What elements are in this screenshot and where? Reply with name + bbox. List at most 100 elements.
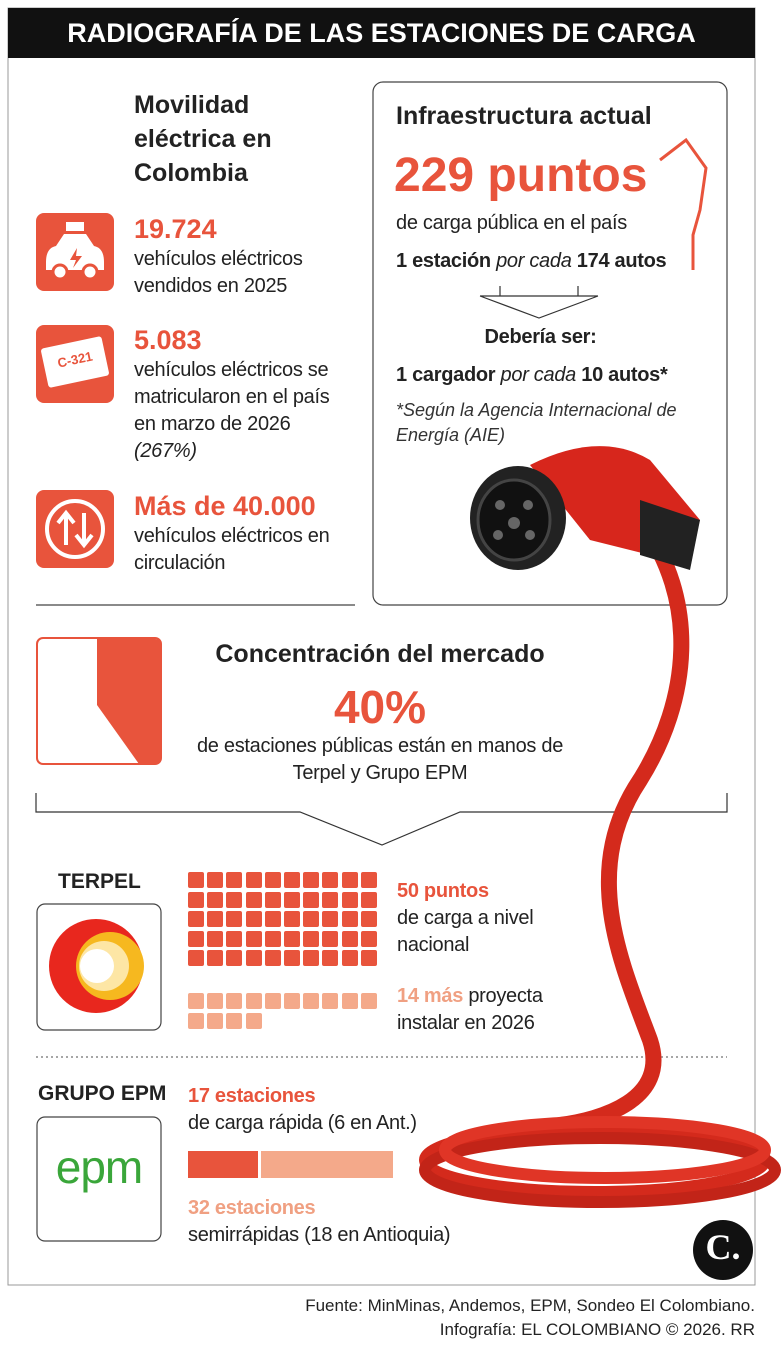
square — [188, 891, 204, 908]
ratio-a: 1 cargador — [396, 364, 496, 386]
infra-box — [372, 81, 728, 606]
square — [188, 993, 204, 1009]
unit: puntos — [423, 880, 489, 902]
square — [207, 891, 224, 908]
stat: Más de 40.000 vehículos eléctricos en ci… — [134, 489, 349, 577]
square — [264, 930, 281, 947]
market-text: de estaciones públicas están en manos de… — [196, 735, 564, 784]
bracket — [35, 793, 728, 846]
square — [245, 930, 262, 947]
footnote: *Según la Agencia Internacional de Energ… — [396, 400, 677, 445]
square — [322, 911, 339, 927]
square — [226, 891, 243, 908]
stat-value: Más de 40.000 — [134, 491, 316, 521]
ratio-a: 1 estación — [396, 250, 491, 272]
square — [264, 891, 281, 908]
square — [284, 891, 300, 908]
square — [303, 911, 320, 927]
ratio-b: por cada — [496, 250, 572, 272]
square — [264, 872, 281, 888]
brand: C. — [705, 1227, 741, 1267]
count: 32 — [188, 1197, 210, 1219]
square — [322, 891, 339, 908]
infra-value: 229 puntos — [394, 149, 648, 202]
square — [245, 1012, 262, 1029]
terpel-current: 50 puntos de carga a nivel nacional — [397, 878, 577, 959]
terpel-planned: 14 más proyecta instalar en 2026 — [397, 983, 577, 1037]
square — [341, 872, 358, 888]
should: Debería ser: — [484, 326, 597, 348]
heading: Movilidad eléctrica en Colombia — [134, 91, 272, 187]
epm-logo: epm — [55, 1141, 143, 1193]
square — [303, 930, 320, 947]
car — [46, 216, 104, 270]
square — [245, 872, 262, 888]
square — [303, 872, 320, 888]
square — [303, 891, 320, 908]
square — [188, 950, 204, 966]
text: semirrápidas (18 en Antioquia) — [188, 1224, 451, 1246]
source: Fuente: MinMinas, Andemos, EPM, Sondeo E… — [305, 1296, 755, 1315]
charger-illustration — [419, 137, 781, 1208]
ratio-c: 10 autos* — [581, 364, 668, 386]
square — [360, 911, 377, 927]
bar — [261, 1151, 393, 1178]
square — [226, 993, 243, 1009]
square — [284, 872, 300, 888]
square — [322, 930, 339, 947]
square — [264, 911, 281, 927]
square — [245, 993, 262, 1009]
bar — [188, 1151, 259, 1178]
square — [188, 930, 204, 947]
unit: estaciones — [214, 1085, 316, 1107]
square-grid — [188, 993, 380, 1029]
count: 14 — [397, 985, 419, 1007]
square — [303, 950, 320, 966]
square — [284, 993, 300, 1009]
square — [360, 993, 377, 1009]
stat-value: 5.083 — [134, 325, 202, 355]
count: 17 — [188, 1085, 210, 1107]
brand-logo — [693, 1220, 753, 1280]
heading: Concentración del mercado — [215, 640, 545, 668]
stat-text: vehículos eléctricos se matricularon en … — [134, 359, 330, 435]
title: RADIOGRAFÍA DE LAS ESTACIONES DE CARGA — [67, 18, 696, 48]
square — [207, 872, 224, 888]
square — [284, 911, 300, 927]
stat-note: (267%) — [134, 440, 197, 462]
sources: Fuente: MinMinas, Andemos, EPM, Sondeo E… — [305, 1294, 755, 1342]
square — [284, 930, 300, 947]
square — [226, 911, 243, 927]
square — [360, 872, 377, 888]
square — [226, 930, 243, 947]
square — [264, 950, 281, 966]
square — [188, 872, 204, 888]
epm-fast: 17 estaciones de carga rápida (6 en Ant.) — [188, 1083, 417, 1137]
text: de carga rápida (6 en Ant.) — [188, 1112, 417, 1134]
square — [188, 1012, 204, 1029]
square — [322, 950, 339, 966]
square — [264, 993, 281, 1009]
square — [245, 891, 262, 908]
company-label: GRUPO EPM — [38, 1082, 167, 1105]
ratio: 1 cargador por cada 10 autos* — [396, 362, 668, 389]
square — [341, 993, 358, 1009]
square — [245, 950, 262, 966]
square — [207, 930, 224, 947]
heading: Infraestructura actual — [396, 102, 652, 130]
square — [360, 891, 377, 908]
square — [322, 872, 339, 888]
square — [360, 950, 377, 966]
square — [207, 993, 224, 1009]
square — [207, 950, 224, 966]
square — [322, 993, 339, 1009]
square — [360, 930, 377, 947]
square — [284, 950, 300, 966]
square — [226, 1012, 243, 1029]
square — [188, 911, 204, 927]
company-label: TERPEL — [58, 870, 141, 893]
title-bar — [8, 8, 755, 58]
square — [341, 950, 358, 966]
